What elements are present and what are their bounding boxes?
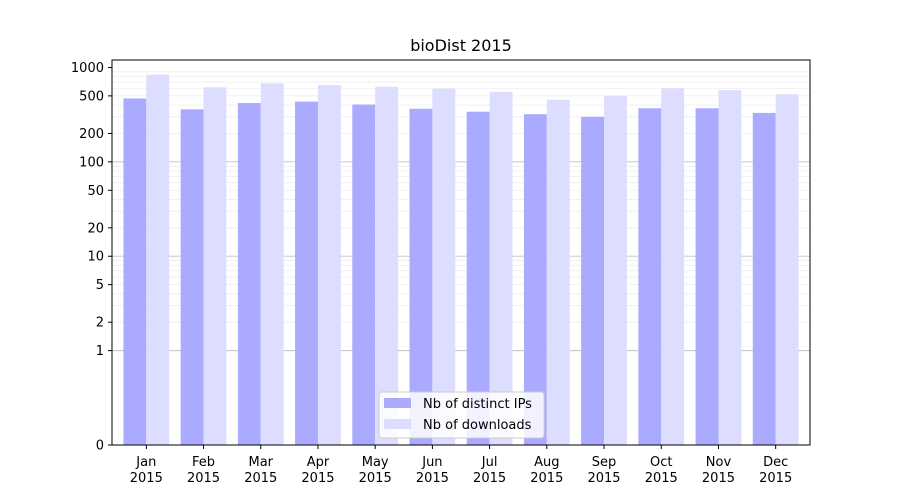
bar-distinct-ips-aug: [523, 114, 547, 445]
x-tick-label-month: Jun: [421, 455, 442, 470]
x-tick-label-month: Aug: [534, 455, 559, 470]
y-tick-label: 5: [96, 278, 104, 293]
plot-area: [111, 59, 811, 446]
x-tick-label-year: 2015: [416, 471, 449, 486]
y-tick-label: 50: [87, 184, 104, 199]
legend-label: Nb of downloads: [423, 418, 532, 433]
x-tick-label-month: Dec: [763, 455, 788, 470]
bar-distinct-ips-oct: [638, 108, 662, 445]
y-tick-label: 200: [79, 127, 104, 142]
x-tick-label-year: 2015: [130, 471, 163, 486]
legend-box: [378, 391, 545, 439]
y-tick-label: 20: [87, 221, 104, 236]
bar-downloads-jun: [432, 88, 456, 445]
y-tick-label: 10: [87, 250, 104, 265]
bar-distinct-ips-sep: [581, 116, 605, 446]
x-tick-label-month: Nov: [706, 455, 732, 470]
x-tick-label-year: 2015: [301, 471, 334, 486]
y-tick-label: 2: [96, 316, 104, 331]
x-tick-label-year: 2015: [359, 471, 392, 486]
chart-title: bioDist 2015: [410, 36, 512, 55]
bar-distinct-ips-jul: [466, 111, 490, 446]
x-tick-label-month: Feb: [192, 455, 215, 470]
legend-swatch: [384, 398, 411, 408]
bar-downloads-jul: [489, 91, 513, 445]
bar-downloads-aug: [546, 99, 570, 445]
x-tick-label-month: Oct: [650, 455, 672, 470]
x-tick-label-month: May: [362, 455, 389, 470]
bars: [123, 74, 799, 446]
bar-distinct-ips-may: [352, 104, 376, 446]
legend-swatch: [384, 419, 411, 429]
x-tick-label-month: Mar: [248, 455, 273, 470]
legend-label: Nb of distinct IPs: [423, 397, 532, 412]
bar-downloads-nov: [718, 90, 742, 445]
x-tick-label-year: 2015: [473, 471, 506, 486]
bar-distinct-ips-nov: [695, 108, 719, 445]
bar-downloads-feb: [203, 87, 227, 445]
y-axis: 0 1 2 5 10 20 50 100 200 500 1000: [71, 61, 112, 454]
bar-downloads-mar: [260, 83, 284, 446]
x-axis: Jan2015Feb2015Mar2015Apr2015May2015Jun20…: [130, 445, 792, 486]
y-tick-label: 1: [96, 344, 104, 359]
y-tick-label: 1000: [71, 61, 104, 76]
x-tick-label-month: Jan: [135, 455, 156, 470]
x-tick-label-year: 2015: [187, 471, 220, 486]
x-tick-label-year: 2015: [702, 471, 735, 486]
x-tick-label-month: Apr: [307, 455, 330, 470]
bar-distinct-ips-mar: [237, 103, 261, 446]
bar-distinct-ips-dec: [752, 112, 776, 446]
bar-downloads-sep: [604, 95, 627, 446]
grid-lines: [112, 71, 810, 352]
y-tick-label: 0: [96, 439, 104, 454]
x-tick-label-month: Sep: [592, 455, 617, 470]
x-tick-label-year: 2015: [759, 471, 792, 486]
y-tick-label: 500: [79, 89, 104, 104]
x-tick-label-year: 2015: [530, 471, 563, 486]
bar-downloads-oct: [661, 88, 685, 446]
bar-downloads-jan: [146, 74, 170, 446]
bar-distinct-ips-jan: [123, 98, 147, 446]
bar-downloads-dec: [775, 94, 799, 445]
bar-distinct-ips-feb: [180, 109, 204, 446]
x-tick-label-month: Jul: [481, 455, 498, 470]
bar-downloads-apr: [317, 85, 341, 446]
legend: Nb of distinct IPs Nb of downloads: [378, 391, 545, 439]
bar-downloads-may: [375, 86, 399, 445]
y-tick-label: 100: [79, 155, 104, 170]
x-tick-label-year: 2015: [244, 471, 277, 486]
bar-distinct-ips-apr: [295, 101, 318, 445]
x-tick-label-year: 2015: [645, 471, 678, 486]
x-tick-label-year: 2015: [587, 471, 620, 486]
bar-distinct-ips-jun: [409, 108, 433, 446]
